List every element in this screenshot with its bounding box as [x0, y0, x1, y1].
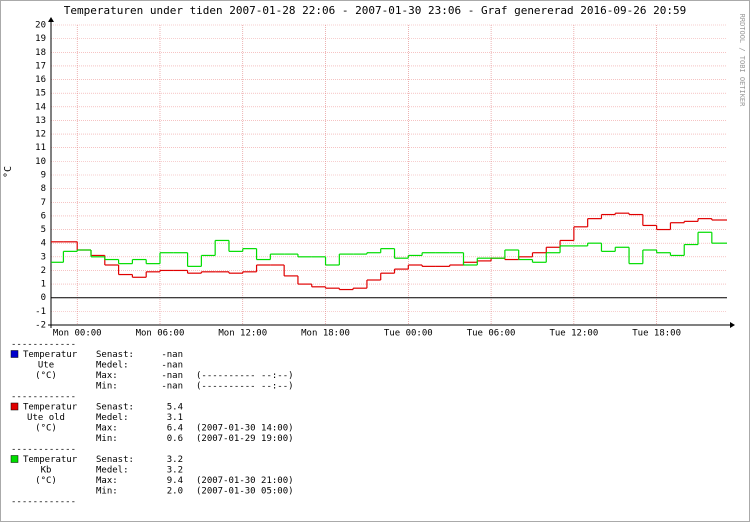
y-tick-label: 8 [41, 184, 46, 194]
x-tick-label: Tue 12:00 [549, 329, 598, 339]
y-tick-label: 15 [35, 89, 46, 99]
stat-label: Medel: [96, 361, 129, 371]
stat-label: Min: [96, 487, 118, 497]
stat-label: Min: [96, 434, 118, 444]
legend-swatch [10, 455, 19, 463]
legend-swatch [10, 350, 19, 358]
y-tick-label: 10 [35, 157, 46, 167]
y-tick-label: 14 [35, 102, 46, 112]
y-tick-label: 7 [41, 198, 46, 208]
stat-label: Senast: [96, 455, 134, 465]
y-tick-label: 17 [35, 61, 46, 71]
stat-value: 2.0 [167, 487, 183, 497]
x-tick-label: Mon 18:00 [301, 329, 350, 339]
legend-unit: (°C) [35, 476, 57, 486]
y-tick-label: 20 [35, 21, 46, 31]
stat-value: 3.1 [167, 413, 183, 423]
stat-time: (---------- --:--) [196, 382, 294, 392]
y-tick-label: 0 [41, 293, 46, 303]
legend-separator: ------------ [11, 497, 76, 507]
legend-name: Temperatur [23, 350, 78, 360]
legend-unit: (°C) [35, 424, 57, 434]
stat-value: 5.4 [167, 403, 183, 413]
stat-label: Max: [96, 371, 118, 381]
x-tick-label: Tue 06:00 [467, 329, 516, 339]
x-tick-label: Tue 18:00 [632, 329, 681, 339]
y-tick-label: 6 [41, 211, 46, 221]
y-axis-label: °C [3, 166, 14, 178]
y-tick-label: 2 [41, 266, 46, 276]
stat-label: Medel: [96, 413, 129, 423]
stat-label: Senast: [96, 403, 134, 413]
stat-label: Senast: [96, 350, 134, 360]
y-tick-label: 12 [35, 130, 46, 140]
stat-label: Max: [96, 424, 118, 434]
x-arrow [730, 322, 735, 328]
stat-time: (2007-01-29 19:00) [196, 434, 294, 444]
y-arrow [48, 17, 54, 22]
y-tick-label: 11 [35, 143, 46, 153]
legend-subname: Kb [41, 466, 52, 476]
y-tick-label: 3 [41, 252, 46, 262]
y-tick-label: -2 [35, 321, 46, 331]
stat-value: -nan [161, 371, 183, 381]
stat-time: (2007-01-30 05:00) [196, 487, 294, 497]
stat-value: -nan [161, 361, 183, 371]
y-tick-label: 13 [35, 116, 46, 126]
y-tick-label: 4 [41, 239, 46, 249]
stat-label: Medel: [96, 466, 129, 476]
stat-label: Max: [96, 476, 118, 486]
stat-time: (2007-01-30 21:00) [196, 476, 294, 486]
stat-value: 9.4 [167, 476, 183, 486]
legend-separator: ------------ [11, 445, 76, 455]
y-tick-label: 9 [41, 171, 46, 181]
watermark: RRDTOOL / TOBI OETIKER [738, 14, 746, 108]
y-tick-label: 5 [41, 225, 46, 235]
stat-time: (---------- --:--) [196, 371, 294, 381]
stat-value: 6.4 [167, 424, 183, 434]
stat-label: Min: [96, 382, 118, 392]
legend-name: Temperatur [23, 403, 78, 413]
stat-value: 3.2 [167, 466, 183, 476]
y-tick-label: 18 [35, 48, 46, 58]
x-tick-label: Tue 00:00 [384, 329, 433, 339]
x-tick-label: Mon 00:00 [53, 329, 102, 339]
y-tick-label: -1 [35, 307, 46, 317]
legend-separator: ------------ [11, 340, 76, 350]
stat-value: 0.6 [167, 434, 183, 444]
y-tick-label: 16 [35, 75, 46, 85]
stat-value: 3.2 [167, 455, 183, 465]
legend-subname: Ute [38, 361, 54, 371]
legend-swatch [10, 402, 19, 411]
legend-separator: ------------ [11, 392, 76, 402]
x-tick-label: Mon 12:00 [218, 329, 267, 339]
legend-unit: (°C) [35, 371, 57, 381]
stat-value: -nan [161, 382, 183, 392]
x-tick-label: Mon 06:00 [136, 329, 185, 339]
stat-value: -nan [161, 350, 183, 360]
chart-title: Temperaturen under tiden 2007-01-28 22:0… [64, 4, 687, 17]
legend-subname: Ute old [27, 413, 65, 423]
y-tick-label: 19 [35, 34, 46, 44]
legend-name: Temperatur [23, 455, 78, 465]
y-tick-label: 1 [41, 280, 46, 290]
stat-time: (2007-01-30 14:00) [196, 424, 294, 434]
